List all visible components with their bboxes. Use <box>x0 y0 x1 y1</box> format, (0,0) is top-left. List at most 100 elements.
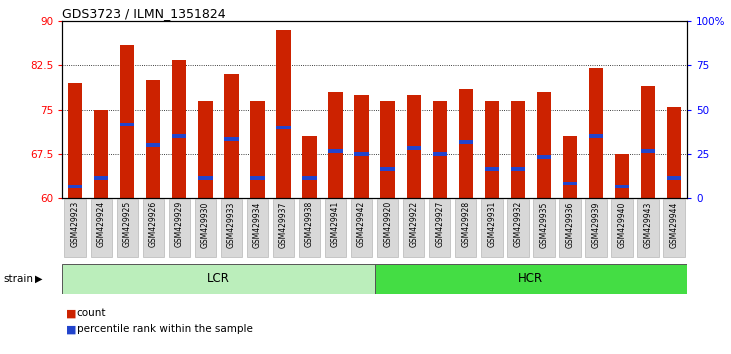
Text: LCR: LCR <box>207 272 230 285</box>
Text: GSM429936: GSM429936 <box>566 201 575 248</box>
Bar <box>198 176 213 179</box>
Bar <box>355 152 368 156</box>
Text: GSM429937: GSM429937 <box>279 201 288 248</box>
Text: GSM429939: GSM429939 <box>591 201 600 248</box>
Bar <box>381 167 395 171</box>
Bar <box>94 176 108 179</box>
Bar <box>328 149 343 153</box>
Bar <box>146 80 160 198</box>
Bar <box>68 83 83 198</box>
FancyBboxPatch shape <box>455 199 477 257</box>
Bar <box>173 59 186 198</box>
Text: HCR: HCR <box>518 272 543 285</box>
Bar <box>68 184 83 188</box>
FancyBboxPatch shape <box>377 199 398 257</box>
Text: GSM429931: GSM429931 <box>488 201 496 247</box>
FancyBboxPatch shape <box>429 199 450 257</box>
FancyBboxPatch shape <box>273 199 294 257</box>
FancyBboxPatch shape <box>351 199 372 257</box>
Bar <box>250 101 265 198</box>
FancyBboxPatch shape <box>637 199 659 257</box>
Bar <box>641 86 655 198</box>
Text: GSM429944: GSM429944 <box>670 201 678 248</box>
Text: strain: strain <box>4 274 34 284</box>
Bar <box>563 182 577 185</box>
Text: GSM429929: GSM429929 <box>175 201 183 247</box>
Bar <box>406 95 421 198</box>
FancyBboxPatch shape <box>194 199 216 257</box>
Bar <box>406 146 421 150</box>
Bar <box>458 89 473 198</box>
FancyBboxPatch shape <box>247 199 268 257</box>
FancyBboxPatch shape <box>169 199 190 257</box>
Text: GSM429927: GSM429927 <box>435 201 444 247</box>
Text: GSM429933: GSM429933 <box>227 201 236 248</box>
Text: GDS3723 / ILMN_1351824: GDS3723 / ILMN_1351824 <box>62 7 226 20</box>
Bar <box>250 176 265 179</box>
Bar <box>120 45 135 198</box>
FancyBboxPatch shape <box>116 199 138 257</box>
FancyBboxPatch shape <box>507 199 529 257</box>
Bar <box>667 176 681 179</box>
Bar <box>374 264 687 294</box>
Text: GSM429940: GSM429940 <box>618 201 626 248</box>
Text: GSM429930: GSM429930 <box>201 201 210 248</box>
FancyBboxPatch shape <box>403 199 425 257</box>
Bar <box>224 74 238 198</box>
Text: GSM429926: GSM429926 <box>149 201 158 247</box>
Bar <box>433 101 447 198</box>
Text: ■: ■ <box>66 324 76 334</box>
Bar <box>276 30 291 198</box>
Text: GSM429923: GSM429923 <box>71 201 80 247</box>
Bar <box>198 101 213 198</box>
Text: ▶: ▶ <box>35 274 42 284</box>
Bar <box>667 107 681 198</box>
Bar <box>615 184 629 188</box>
FancyBboxPatch shape <box>481 199 502 257</box>
FancyBboxPatch shape <box>533 199 555 257</box>
Text: GSM429924: GSM429924 <box>96 201 106 247</box>
Bar <box>303 176 317 179</box>
Bar <box>146 143 160 147</box>
FancyBboxPatch shape <box>64 199 86 257</box>
Text: ■: ■ <box>66 308 76 318</box>
Text: GSM429935: GSM429935 <box>539 201 548 248</box>
Bar <box>615 154 629 198</box>
FancyBboxPatch shape <box>143 199 164 257</box>
FancyBboxPatch shape <box>221 199 242 257</box>
Bar <box>381 101 395 198</box>
Bar <box>485 167 499 171</box>
Text: GSM429943: GSM429943 <box>643 201 653 248</box>
Text: GSM429922: GSM429922 <box>409 201 418 247</box>
FancyBboxPatch shape <box>559 199 580 257</box>
Bar <box>62 264 374 294</box>
Text: GSM429928: GSM429928 <box>461 201 470 247</box>
FancyBboxPatch shape <box>325 199 346 257</box>
Text: percentile rank within the sample: percentile rank within the sample <box>77 324 253 334</box>
Text: GSM429925: GSM429925 <box>123 201 132 247</box>
Text: GSM429932: GSM429932 <box>513 201 523 247</box>
Bar <box>537 155 551 159</box>
Bar <box>94 110 108 198</box>
Bar <box>589 135 603 138</box>
FancyBboxPatch shape <box>586 199 607 257</box>
Bar <box>537 92 551 198</box>
Text: GSM429920: GSM429920 <box>383 201 392 247</box>
Text: GSM429934: GSM429934 <box>253 201 262 248</box>
FancyBboxPatch shape <box>299 199 320 257</box>
Bar <box>328 92 343 198</box>
Bar <box>563 136 577 198</box>
Text: count: count <box>77 308 106 318</box>
FancyBboxPatch shape <box>91 199 112 257</box>
Text: GSM429938: GSM429938 <box>305 201 314 247</box>
Bar <box>276 126 291 129</box>
Bar <box>355 95 368 198</box>
FancyBboxPatch shape <box>611 199 633 257</box>
Bar <box>120 122 135 126</box>
Bar <box>433 152 447 156</box>
Bar <box>173 135 186 138</box>
Text: GSM429942: GSM429942 <box>357 201 366 247</box>
Bar <box>511 167 525 171</box>
Bar <box>511 101 525 198</box>
FancyBboxPatch shape <box>664 199 685 257</box>
